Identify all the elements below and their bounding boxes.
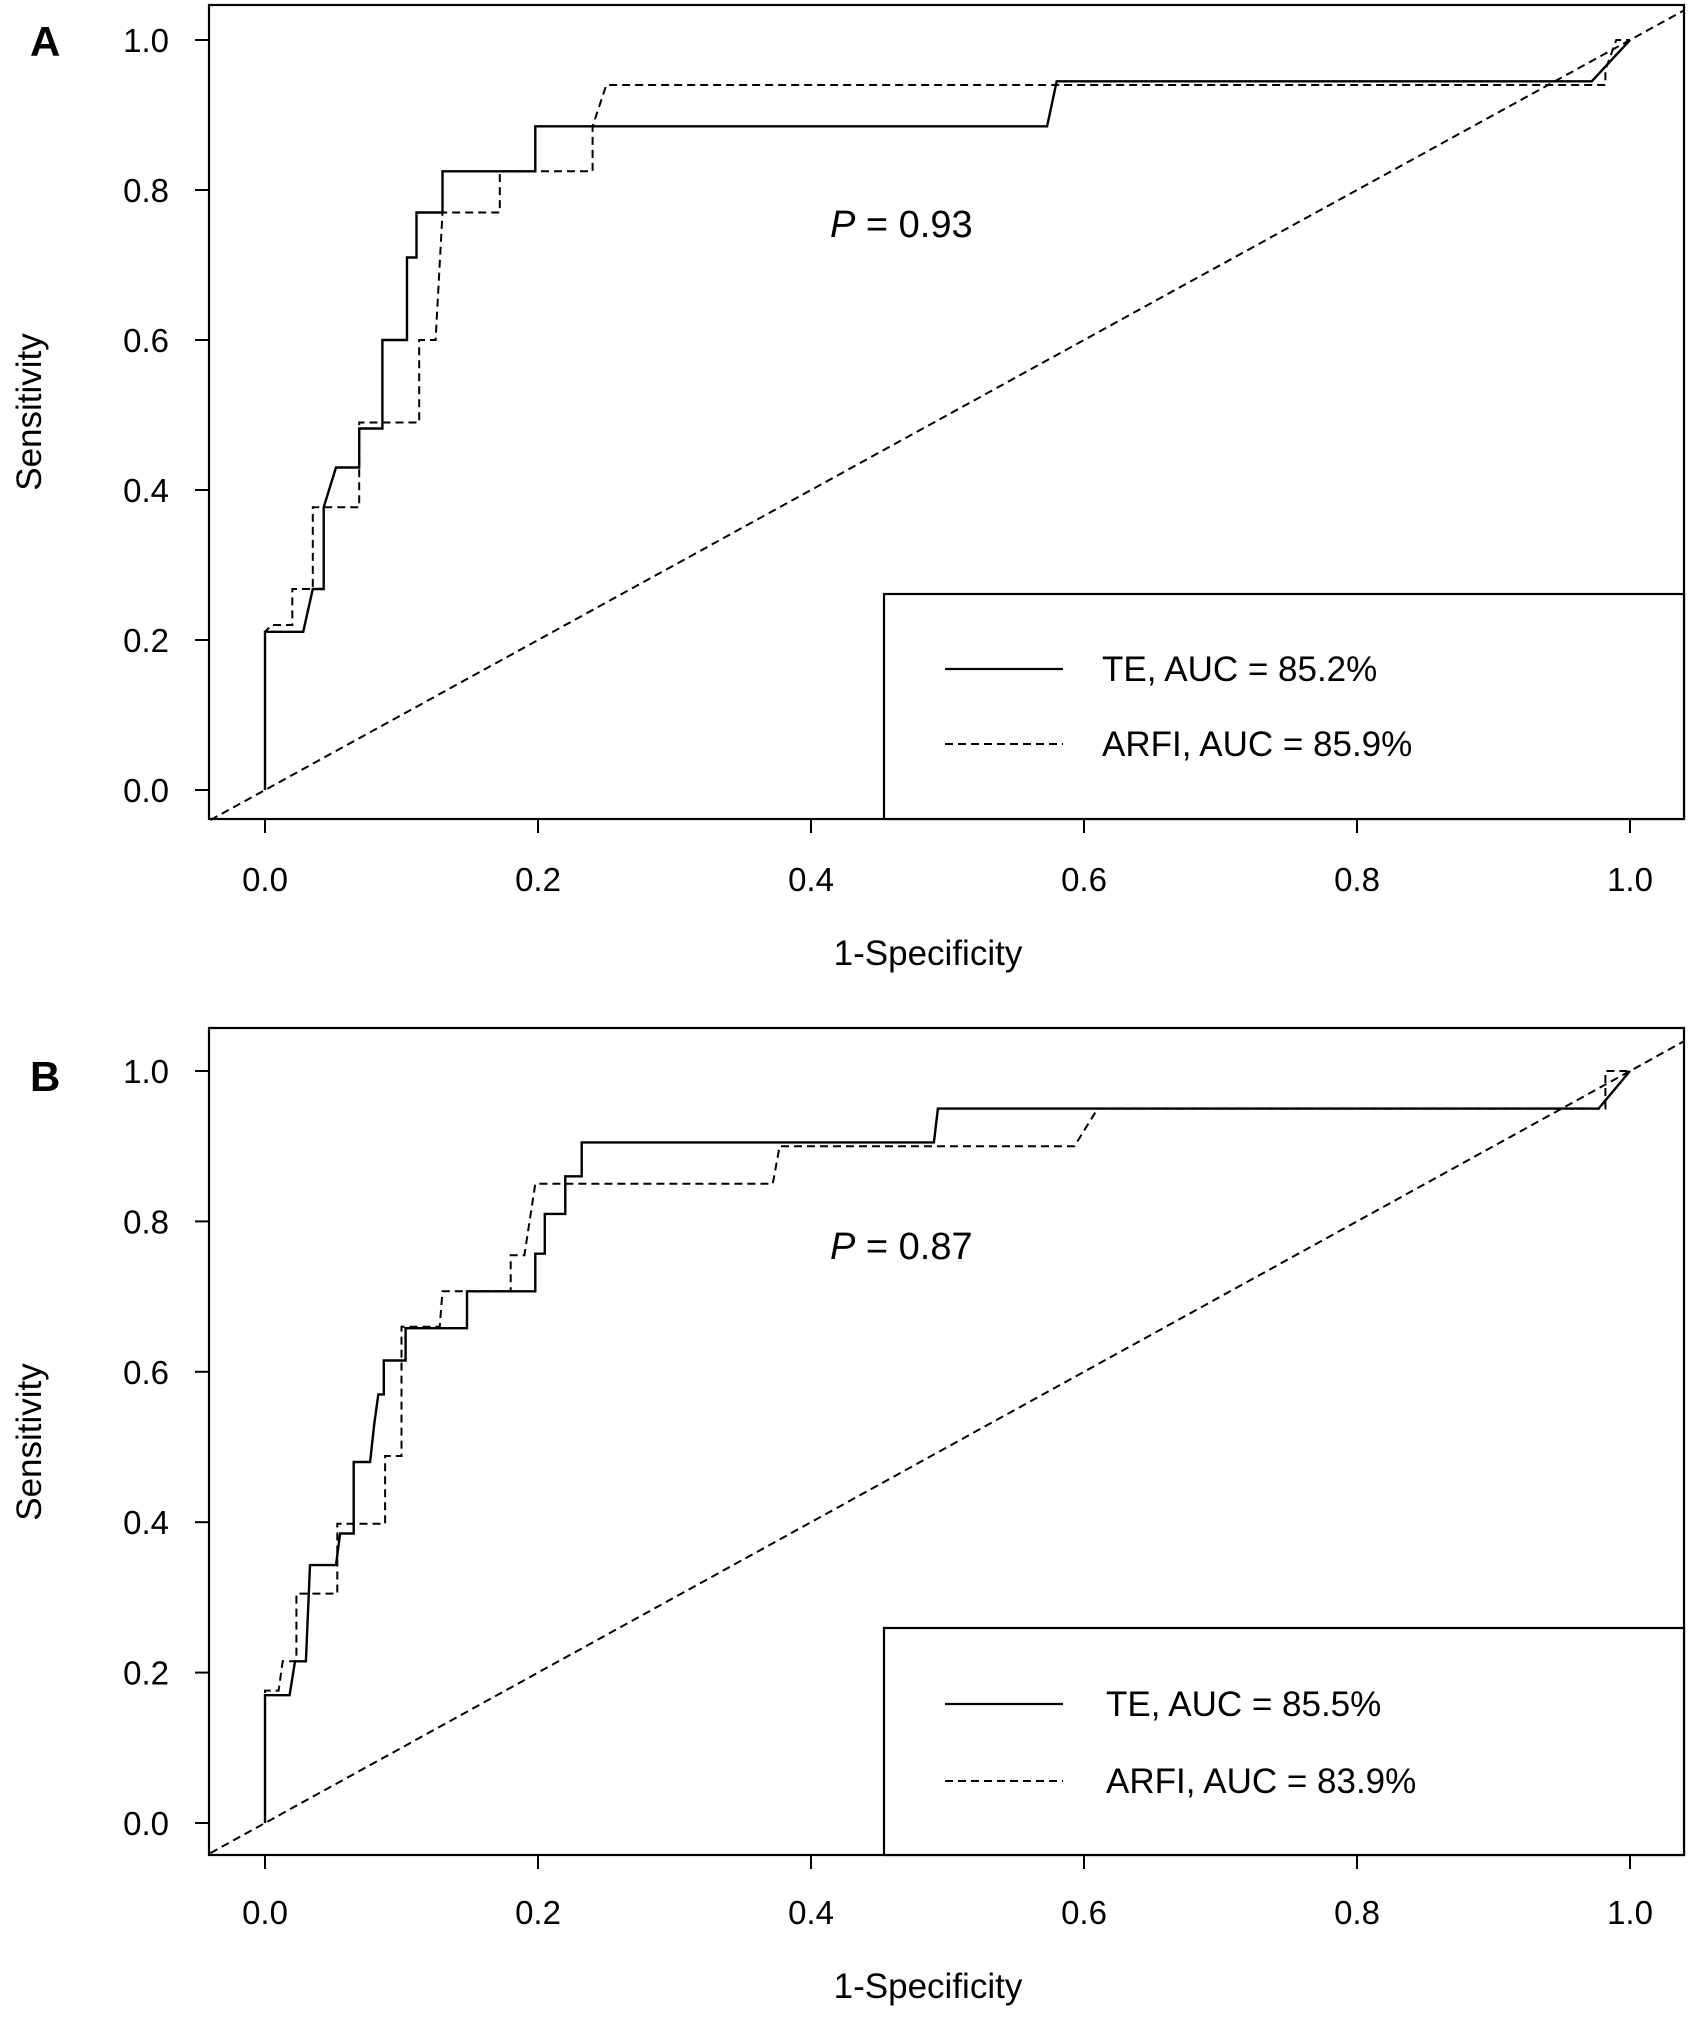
x-axis-title: 1-Specificity xyxy=(834,934,1023,973)
reference-diagonal xyxy=(209,9,1686,821)
axis-ticks: 0.0 0.2 0.4 0.6 0.8 1.0 0.0 0.2 0.4 0.6 0.8 1.0 xyxy=(123,22,1653,898)
y-tick-label: 0.4 xyxy=(123,1504,169,1541)
x-axis-title: 1-Specificity xyxy=(834,1967,1023,2006)
p-value-annotation: P = 0.87 xyxy=(830,1226,973,1268)
panel-b: B 0.0 0.2 0.4 0.6 0.8 1.0 0.0 0.2 0.4 0.6 0.8 1.0 1… xyxy=(10,1026,1686,2006)
axis-ticks: 0.0 0.2 0.4 0.6 0.8 1.0 0.0 0.2 0.4 0.6 0.8 1.0 xyxy=(123,1053,1653,1931)
x-tick-label: 1.0 xyxy=(1607,861,1653,898)
p-value: = 0.87 xyxy=(855,1226,972,1268)
legend-label-arfi: ARFI, AUC = 85.9% xyxy=(1102,725,1412,764)
x-tick-label: 0.0 xyxy=(242,861,288,898)
y-tick-label: 0.2 xyxy=(123,622,169,659)
p-value: = 0.93 xyxy=(855,204,972,246)
x-tick-label: 0.6 xyxy=(1061,861,1107,898)
y-tick-label: 1.0 xyxy=(123,22,169,59)
legend-label-te: TE, AUC = 85.2% xyxy=(1102,650,1377,689)
roc-curve-arfi xyxy=(264,39,1630,790)
legend: TE, AUC = 85.5% ARFI, AUC = 83.9% xyxy=(882,1626,1686,1857)
y-axis-title: Sensitivity xyxy=(10,333,49,491)
legend-label-te: TE, AUC = 85.5% xyxy=(1106,1685,1381,1724)
x-tick-label: 0.4 xyxy=(788,861,834,898)
roc-curves xyxy=(263,39,1631,790)
p-symbol: P xyxy=(830,204,856,246)
roc-curve-te xyxy=(263,1070,1631,1823)
panel-a-label: A xyxy=(30,18,60,65)
y-axis-title: Sensitivity xyxy=(10,1363,49,1521)
x-tick-label: 0.2 xyxy=(515,861,561,898)
x-tick-label: 0.8 xyxy=(1334,1894,1380,1931)
x-tick-label: 0.8 xyxy=(1334,861,1380,898)
x-tick-label: 0.4 xyxy=(788,1894,834,1931)
y-tick-label: 0.6 xyxy=(123,322,169,359)
y-tick-label: 0.0 xyxy=(123,1805,169,1842)
legend: TE, AUC = 85.2% ARFI, AUC = 85.9% xyxy=(882,592,1686,821)
x-tick-label: 0.6 xyxy=(1061,1894,1107,1931)
y-tick-label: 1.0 xyxy=(123,1053,169,1090)
roc-curve-arfi xyxy=(264,1070,1630,1823)
legend-label-arfi: ARFI, AUC = 83.9% xyxy=(1106,1762,1416,1801)
x-tick-label: 0.0 xyxy=(242,1894,288,1931)
y-tick-label: 0.6 xyxy=(123,1354,169,1391)
panel-b-label: B xyxy=(30,1053,60,1100)
y-tick-label: 0.0 xyxy=(123,772,169,809)
x-tick-label: 0.2 xyxy=(515,1894,561,1931)
roc-curve-te xyxy=(263,39,1631,790)
y-tick-label: 0.8 xyxy=(123,172,169,209)
legend-box xyxy=(882,1626,1686,1857)
x-tick-label: 1.0 xyxy=(1607,1894,1653,1931)
y-tick-label: 0.2 xyxy=(123,1655,169,1692)
legend-box xyxy=(882,592,1686,821)
y-tick-label: 0.4 xyxy=(123,472,169,509)
panel-a: A 0.0 0.2 0.4 0.6 0.8 1.0 0.0 0.2 0.4 0.6 0.8 1.0 1… xyxy=(10,3,1686,973)
diagonal-line xyxy=(209,1040,1686,1854)
p-value-annotation: P = 0.93 xyxy=(830,204,973,246)
y-tick-label: 0.8 xyxy=(123,1203,169,1240)
reference-diagonal xyxy=(209,1040,1686,1854)
diagonal-line xyxy=(209,9,1686,821)
p-symbol: P xyxy=(830,1226,856,1268)
roc-curves xyxy=(263,1070,1631,1823)
